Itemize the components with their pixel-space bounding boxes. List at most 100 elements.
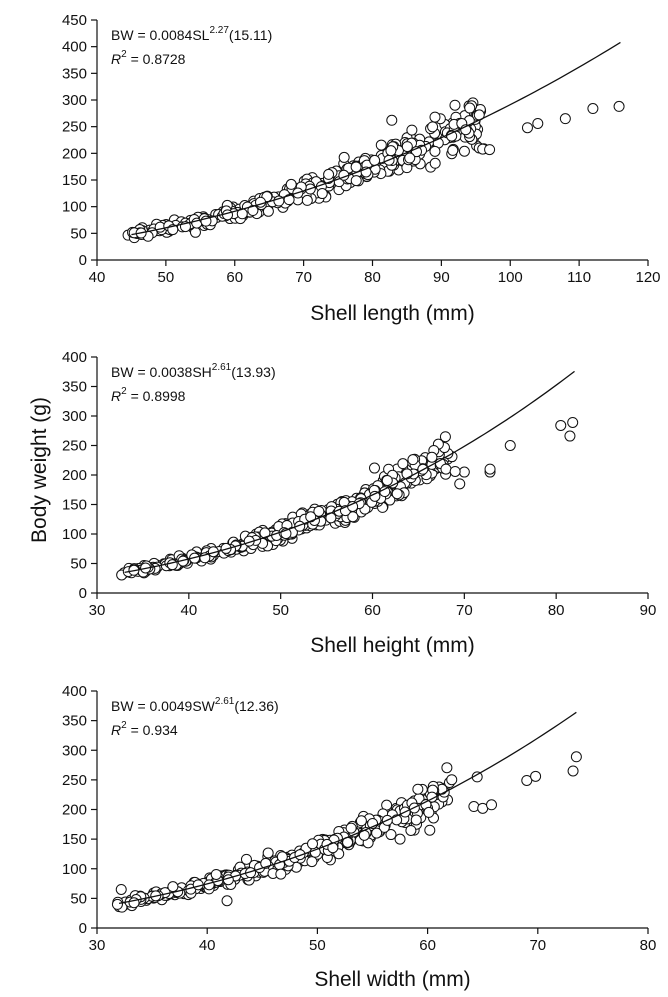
equation-base: BW = 0.0049SW — [111, 698, 216, 714]
scatter-point — [587, 103, 599, 115]
r-symbol: R — [111, 388, 121, 404]
scatter-point — [301, 194, 313, 206]
x-tick-label: 40 — [89, 269, 106, 286]
scatter-point — [447, 144, 459, 156]
r-squared-annotation: R2 = 0.8998 — [111, 386, 186, 404]
scatter-point — [504, 440, 516, 451]
scatter-point — [323, 168, 335, 180]
x-tick-label: 40 — [199, 937, 216, 954]
y-tick-label: 50 — [70, 890, 87, 907]
x-tick-label: 60 — [419, 937, 436, 954]
y-tick-label: 50 — [70, 225, 87, 242]
scatter-point — [338, 151, 350, 163]
r-exponent: 2 — [121, 49, 127, 60]
scatter-point — [381, 474, 393, 486]
x-tick-label: 30 — [89, 937, 106, 954]
scatter-point — [439, 431, 451, 443]
scatter-points — [111, 751, 582, 913]
scatter-point — [407, 454, 419, 466]
y-tick-label: 0 — [79, 252, 87, 269]
scatter-point — [423, 806, 435, 818]
fit-curve — [118, 711, 577, 905]
y-tick-label: 300 — [62, 742, 87, 759]
scatter-point — [458, 145, 470, 157]
y-tick-label: 250 — [62, 119, 87, 136]
scatter-point — [406, 124, 418, 136]
x-tick-label: 120 — [635, 269, 660, 286]
y-tick-label: 200 — [62, 802, 87, 819]
chart-panel-3: 0 50 100 150 200 250 300 350 400 30 40 50 60 70 80 Shel… — [62, 683, 656, 991]
equation-exponent: 2.27 — [209, 25, 229, 36]
x-tick-label: 110 — [567, 269, 591, 286]
equation-annotation: BW = 0.0038SH2.61(13.93) — [111, 362, 276, 380]
scatter-point — [240, 853, 252, 865]
x-tick-label: 60 — [364, 602, 381, 619]
y-tick-label: 100 — [62, 526, 87, 543]
x-tick-label: 90 — [640, 602, 657, 619]
scatter-point — [458, 466, 470, 478]
equation-base: BW = 0.0038SH — [111, 364, 212, 380]
scatter-point — [567, 765, 579, 777]
r-squared-annotation: R2 = 0.8728 — [111, 49, 186, 67]
scatter-point — [368, 462, 380, 474]
x-tick-label: 70 — [529, 937, 546, 954]
scatter-point — [401, 141, 413, 153]
fit-curve — [131, 41, 621, 236]
x-tick-label: 30 — [89, 602, 106, 619]
scatter-point — [404, 152, 416, 164]
scatter-point — [222, 209, 234, 221]
scatter-point — [405, 824, 417, 836]
scatter-point — [429, 157, 441, 169]
scatter-point — [385, 145, 397, 157]
chart-panel-2: 0 50 100 150 200 250 300 350 400 30 40 50 60 70 80 90 Sh… — [62, 349, 656, 657]
x-tick-label: 50 — [158, 269, 175, 286]
scatter-point — [355, 815, 367, 827]
scatter-point — [468, 801, 480, 813]
scatter-point — [441, 762, 453, 774]
scatter-point — [385, 829, 397, 841]
chart-panel-1: 0 50 100 150 200 250 300 350 400 450 40 50 60 70 80 90 1… — [62, 12, 661, 325]
y-tick-label: 150 — [62, 172, 87, 189]
y-tick-label: 400 — [62, 39, 87, 56]
scatter-points — [116, 416, 579, 581]
y-tick-label: 450 — [62, 12, 87, 29]
scatter-point — [221, 895, 233, 907]
scatter-point — [307, 838, 319, 850]
x-tick-label: 40 — [180, 602, 197, 619]
scatter-point — [484, 463, 496, 475]
scatter-point — [440, 463, 452, 475]
y-tick-label: 0 — [79, 585, 87, 602]
r-exponent: 2 — [121, 720, 127, 731]
equation-suffix: (15.11) — [229, 27, 272, 43]
equation-exponent: 2.61 — [215, 696, 235, 707]
scatter-point — [429, 111, 441, 123]
y-tick-label: 100 — [62, 199, 87, 216]
scatter-point — [464, 102, 476, 114]
r-squared-value: = 0.8728 — [127, 51, 186, 67]
scatter-point — [564, 430, 576, 442]
scatter-point — [294, 849, 306, 861]
y-tick-label: 350 — [62, 65, 87, 82]
x-tick-label: 50 — [272, 602, 289, 619]
scatter-point — [262, 205, 274, 217]
scatter-point — [521, 122, 533, 134]
scatter-point — [484, 144, 496, 156]
scatter-point — [394, 833, 406, 845]
r-squared-value: = 0.934 — [127, 722, 178, 738]
scatter-point — [386, 114, 398, 126]
scatter-point — [555, 419, 567, 431]
scatter-point — [371, 827, 383, 839]
y-tick-label: 300 — [62, 408, 87, 425]
y-tick-label: 250 — [62, 772, 87, 789]
x-tick-label: 90 — [433, 269, 450, 286]
scatter-point — [532, 117, 544, 129]
equation-exponent: 2.61 — [212, 362, 232, 373]
scatter-point — [350, 175, 362, 187]
scatter-point — [446, 774, 458, 786]
y-tick-label: 400 — [62, 683, 87, 700]
scatter-point — [262, 847, 274, 859]
x-tick-label: 100 — [498, 269, 523, 286]
scatter-point — [128, 897, 140, 909]
y-tick-label: 350 — [62, 713, 87, 730]
scatter-point — [410, 814, 422, 826]
